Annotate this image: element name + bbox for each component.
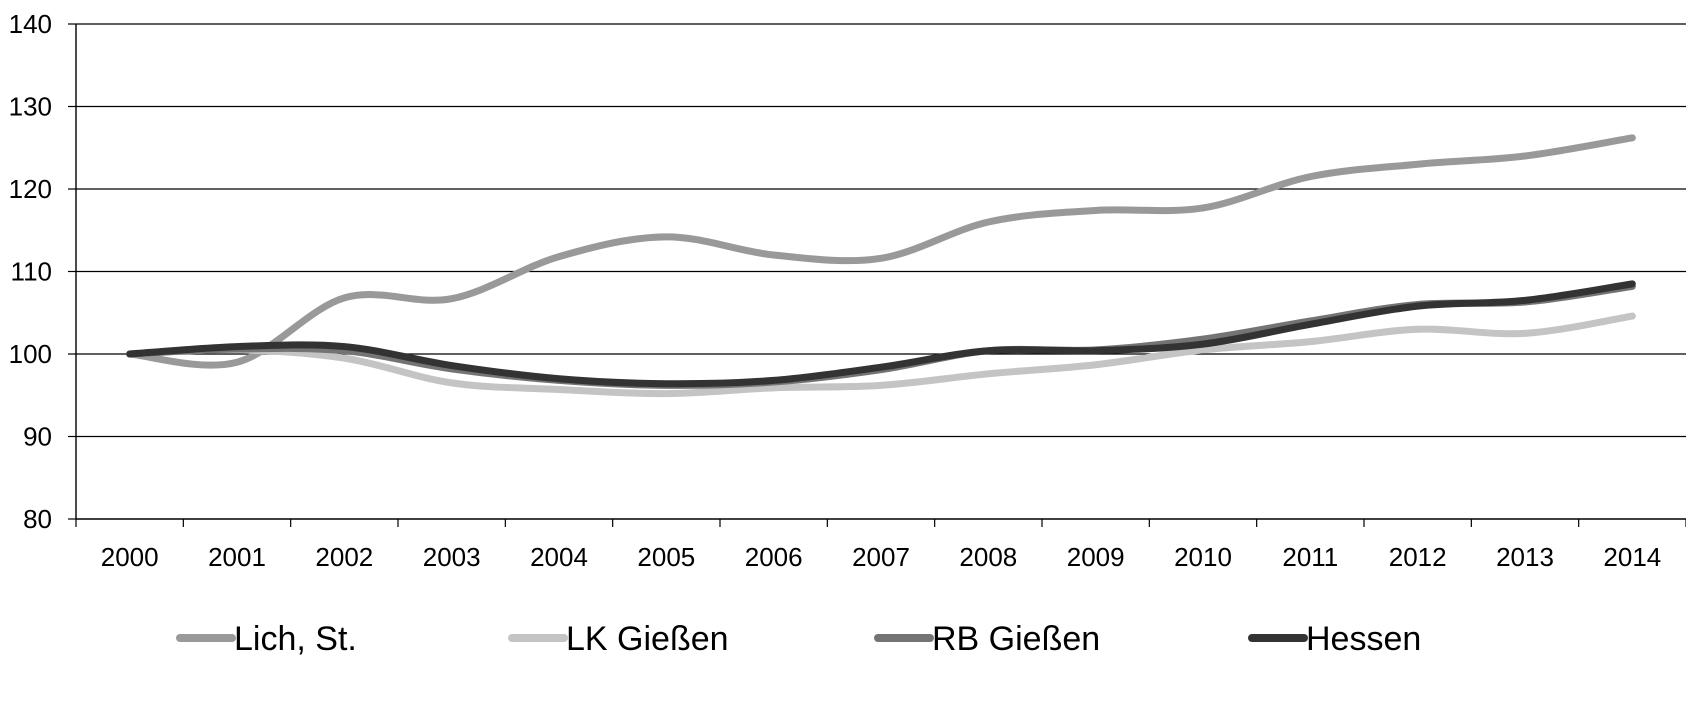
legend-label-hessen: Hessen: [1306, 620, 1421, 658]
x-tick-label: 2012: [1389, 542, 1447, 572]
x-tick-label: 2004: [530, 542, 588, 572]
x-tick-label: 2009: [1067, 542, 1125, 572]
series-line-hessen: [126, 280, 1636, 388]
x-tick-label: 2003: [423, 542, 481, 572]
series-line-lich-st: [126, 134, 1636, 369]
series-lines: [126, 134, 1636, 398]
x-tick-label: 2008: [959, 542, 1017, 572]
legend-label-rb-gie-en: RB Gießen: [932, 620, 1100, 658]
y-tick-label: 130: [9, 92, 52, 122]
y-tick-labels: 80 90 100 110 120 130 140: [9, 9, 52, 534]
x-tick-label: 2006: [745, 542, 803, 572]
x-tick-label: 2000: [101, 542, 159, 572]
axes: [68, 23, 1686, 527]
x-tick-label: 2011: [1282, 542, 1338, 572]
x-tick-label: 2013: [1496, 542, 1554, 572]
x-tick-labels: 2000 2001 2002 2003 2004 2005 2006 2007 2008 2009…: [101, 542, 1662, 572]
y-tick-label: 140: [9, 9, 52, 39]
x-tick-label: 2007: [852, 542, 910, 572]
y-tick-label: 120: [9, 174, 52, 204]
x-tick-label: 2010: [1174, 542, 1232, 572]
y-tick-label: 90: [23, 422, 52, 452]
x-tick-label: 2001: [208, 542, 266, 572]
legend: Lich, St. LK Gießen RB Gießen Hessen: [176, 620, 1421, 658]
x-tick-label: 2014: [1603, 542, 1661, 572]
y-tick-label: 110: [11, 257, 52, 287]
grid-lines: [76, 23, 1686, 438]
y-tick-label: 80: [23, 504, 52, 534]
legend-label-lk-gie-en: LK Gießen: [566, 620, 729, 658]
x-tick-label: 2005: [637, 542, 695, 572]
y-tick-label: 100: [9, 339, 52, 369]
legend-label-lich-st: Lich, St.: [234, 620, 357, 658]
x-tick-label: 2002: [315, 542, 373, 572]
series-line-lk-gie-en: [126, 312, 1636, 398]
